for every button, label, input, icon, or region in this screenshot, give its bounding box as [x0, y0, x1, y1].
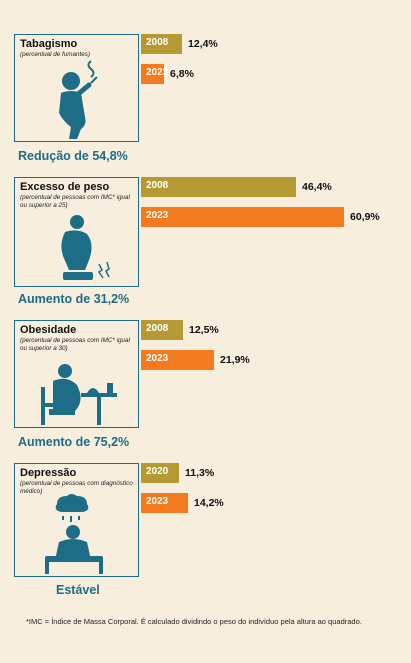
panel-depressao: Depressão (percentual de pessoas com dia… — [14, 463, 139, 577]
bar-value-label: 60,9% — [350, 211, 380, 223]
bar-2023: 2023 — [141, 207, 344, 227]
smoking-person-icon — [59, 60, 98, 139]
bar-value-label: 6,8% — [170, 68, 194, 80]
bar-year-label: 2023 — [146, 67, 169, 78]
bar-value-label: 12,4% — [188, 38, 218, 50]
bar-value-label: 12,5% — [189, 324, 219, 336]
bar-2023: 2023 — [141, 64, 168, 84]
bar-2023: 2023 — [141, 493, 188, 513]
panel-excesso-peso: Excesso de peso (percentual de pessoas c… — [14, 177, 139, 287]
eating-person-icon — [41, 364, 117, 425]
bar-year-label: 2023 — [146, 353, 169, 364]
bar-2020: 2020 — [141, 463, 179, 483]
bar-year-label: 2008 — [146, 180, 169, 191]
bar-value-label: 21,9% — [220, 354, 250, 366]
bar-2008: 2008 — [141, 320, 183, 340]
bar-value-label: 14,2% — [194, 497, 224, 509]
panel-obesidade: Obesidade (percentual de pessoas com IMC… — [14, 320, 139, 428]
depressed-person-icon — [45, 494, 103, 574]
section-summary: Aumento de 75,2% — [18, 435, 130, 449]
section-summary: Aumento de 31,2% — [18, 292, 130, 306]
footnote: *IMC = Índice de Massa Corporal. É calcu… — [26, 617, 362, 626]
section-subtitle: (percentual de pessoas com IMC* igual ou… — [20, 194, 130, 209]
section-subtitle: (percentual de pessoas com diagnóstico m… — [20, 480, 133, 495]
panel-tabagismo: Tabagismo (percentual de fumantes) — [14, 34, 139, 142]
section-title: Tabagismo — [20, 38, 78, 50]
bar-year-label: 2008 — [146, 323, 169, 334]
section-subtitle: (percentual de fumantes) — [20, 51, 91, 58]
bar-year-label: 2020 — [146, 466, 169, 477]
bar-2008: 2008 — [141, 34, 182, 54]
bar-2008: 2008 — [141, 177, 296, 197]
bar-value-label: 46,4% — [302, 181, 332, 193]
section-subtitle: (percentual de pessoas com IMC* igual ou… — [20, 337, 130, 352]
section-title: Depressão — [20, 467, 77, 479]
bar-value-label: 11,3% — [185, 467, 215, 479]
weighing-scale-person-icon — [61, 215, 110, 280]
section-summary: Estável — [56, 583, 100, 597]
section-title: Excesso de peso — [20, 181, 110, 193]
bar-year-label: 2023 — [146, 210, 169, 221]
bar-year-label: 2023 — [146, 496, 169, 507]
section-summary: Redução de 54,8% — [18, 149, 128, 163]
bar-year-label: 2008 — [146, 37, 169, 48]
section-title: Obesidade — [20, 324, 77, 336]
bar-2023: 2023 — [141, 350, 214, 370]
